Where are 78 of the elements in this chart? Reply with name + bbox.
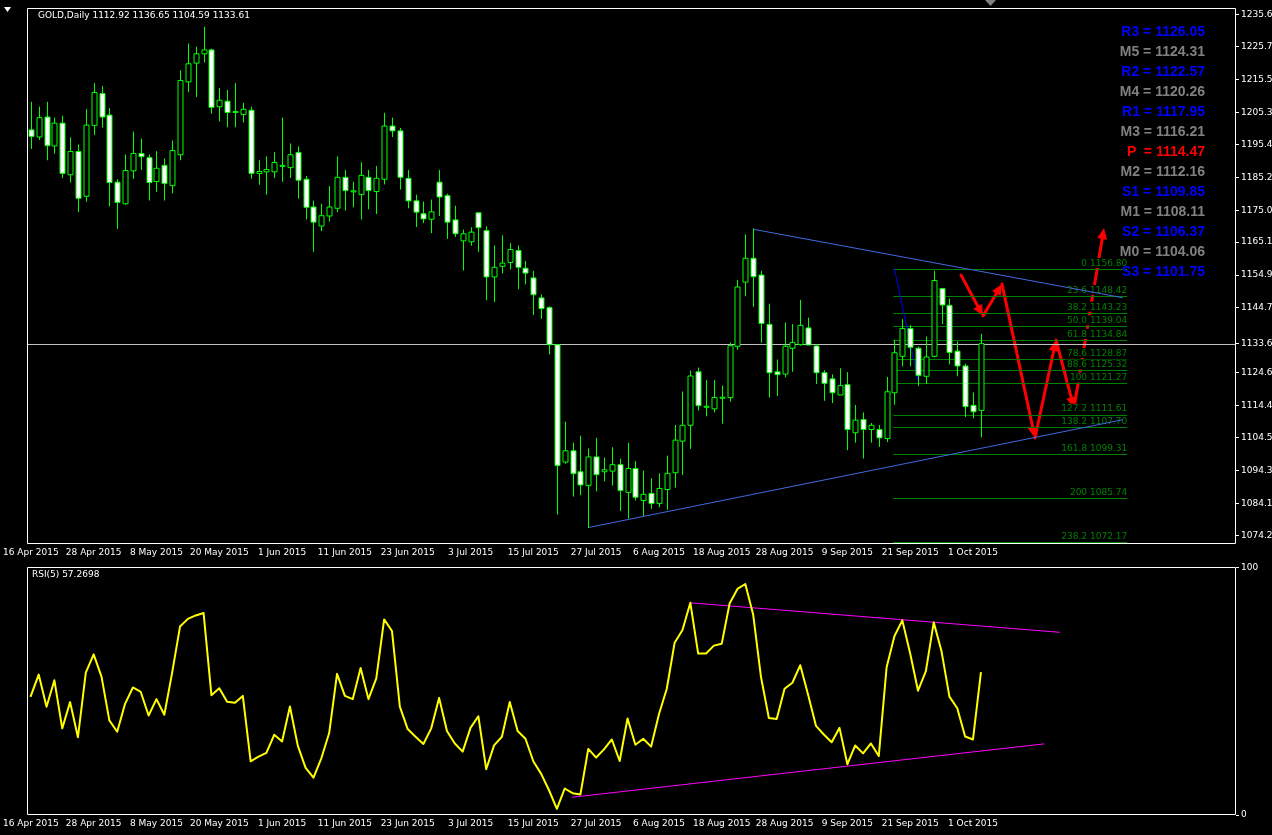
y-tick-label: 1165.1 bbox=[1241, 236, 1272, 247]
ref-line-label: 127.2 1111.61 bbox=[1061, 403, 1128, 414]
y-tick-label: 1185.2 bbox=[1241, 171, 1272, 182]
x-tick-label: 15 Jul 2015 bbox=[507, 817, 559, 828]
x-tick-label: 28 Apr 2015 bbox=[65, 817, 122, 828]
y-tick-label: 1104.5 bbox=[1241, 431, 1272, 442]
x-tick-label: 20 May 2015 bbox=[189, 546, 249, 557]
x-tick-label: 1 Oct 2015 bbox=[948, 817, 998, 828]
x-tick-label: 9 Sep 2015 bbox=[821, 546, 874, 557]
x-tick-label: 23 Jun 2015 bbox=[380, 817, 435, 828]
x-tick-label: 23 Jun 2015 bbox=[380, 546, 435, 557]
chart-title: RSI(5) 57.2698 bbox=[31, 569, 100, 580]
y-tick-label: 1235.6 bbox=[1241, 9, 1272, 20]
y-tick-label: 1074.2 bbox=[1241, 529, 1272, 540]
x-tick-label: 27 Jul 2015 bbox=[570, 546, 622, 557]
chart-title: GOLD,Daily 1112.92 1136.65 1104.59 1133.61 bbox=[37, 9, 250, 20]
y-tick-label: 1124.6 bbox=[1241, 367, 1272, 378]
y-tick-label: 1195.4 bbox=[1241, 138, 1272, 149]
x-tick-label: 16 Apr 2015 bbox=[3, 546, 59, 557]
x-tick-label: 28 Apr 2015 bbox=[65, 546, 122, 557]
x-tick-label: 18 Aug 2015 bbox=[692, 817, 751, 828]
x-tick-label: 15 Jul 2015 bbox=[507, 546, 559, 557]
ref-line-label: 100 1121.27 bbox=[1069, 372, 1128, 383]
ref-line-label: 78.6 1128.87 bbox=[1067, 347, 1128, 358]
candlestick bbox=[522, 260, 529, 285]
x-tick-label: 20 May 2015 bbox=[189, 817, 249, 828]
x-tick-label: 9 Sep 2015 bbox=[821, 817, 874, 828]
ref-line-label: 161.8 1099.31 bbox=[1061, 443, 1128, 454]
x-tick-label: 27 Jul 2015 bbox=[570, 817, 622, 828]
x-tick-label: 11 Jun 2015 bbox=[317, 817, 372, 828]
x-tick-label: 18 Aug 2015 bbox=[692, 546, 751, 557]
x-tick-label: 1 Jun 2015 bbox=[257, 817, 307, 828]
ref-line-label: 50.0 1139.04 bbox=[1067, 315, 1128, 326]
y-tick-label: 1215.5 bbox=[1241, 73, 1272, 84]
annotation: R3 = 1126.05 bbox=[1121, 22, 1206, 39]
annotation: P = 1114.47 bbox=[1127, 142, 1206, 159]
x-tick-label: 21 Sep 2015 bbox=[881, 817, 939, 828]
annotation: M0 = 1104.06 bbox=[1119, 242, 1206, 259]
x-tick-label: 3 Jul 2015 bbox=[447, 817, 494, 828]
x-tick-label: 11 Jun 2015 bbox=[317, 546, 372, 557]
y-tick-label: 100 bbox=[1241, 561, 1259, 572]
annotation: M1 = 1108.11 bbox=[1120, 202, 1206, 219]
ref-line-label: 88.6 1125.32 bbox=[1067, 359, 1128, 370]
x-tick-label: 6 Aug 2015 bbox=[632, 817, 685, 828]
ref-line-label: 38.2 1143.23 bbox=[1067, 301, 1128, 312]
y-tick-label: 1205.3 bbox=[1241, 106, 1272, 117]
y-tick-label: 0 bbox=[1241, 809, 1247, 820]
annotation: M5 = 1124.31 bbox=[1119, 42, 1206, 59]
y-tick-label: 1133.6 bbox=[1241, 338, 1272, 349]
ref-line-label: 61.8 1134.84 bbox=[1067, 328, 1128, 339]
x-tick-label: 8 May 2015 bbox=[129, 546, 183, 557]
x-tick-label: 21 Sep 2015 bbox=[881, 546, 939, 557]
candlestick bbox=[475, 211, 482, 253]
x-tick-label: 1 Jun 2015 bbox=[257, 546, 307, 557]
annotation: M3 = 1116.21 bbox=[1120, 122, 1206, 139]
x-tick-label: 28 Aug 2015 bbox=[755, 817, 814, 828]
y-tick-label: 1114.4 bbox=[1241, 399, 1272, 410]
annotation: M4 = 1120.26 bbox=[1119, 82, 1206, 99]
annotation: R1 = 1117.95 bbox=[1122, 102, 1206, 119]
x-tick-label: 8 May 2015 bbox=[129, 817, 183, 828]
y-tick-label: 1225.7 bbox=[1241, 41, 1272, 52]
x-tick-label: 16 Apr 2015 bbox=[3, 817, 59, 828]
x-tick-label: 6 Aug 2015 bbox=[632, 546, 685, 557]
x-tick-label: 3 Jul 2015 bbox=[447, 546, 494, 557]
annotation: M2 = 1112.16 bbox=[1120, 162, 1206, 179]
ref-line-label: 200 1085.74 bbox=[1069, 486, 1128, 497]
y-tick-label: 1094.3 bbox=[1241, 464, 1272, 475]
annotation: S2 = 1106.37 bbox=[1122, 222, 1206, 239]
annotation: R2 = 1122.57 bbox=[1121, 62, 1206, 79]
y-tick-label: 1154.9 bbox=[1241, 269, 1272, 280]
y-tick-label: 1084.1 bbox=[1241, 497, 1272, 508]
candlestick bbox=[530, 270, 537, 316]
ref-line-label: 238.2 1072.17 bbox=[1061, 530, 1128, 541]
x-tick-label: 1 Oct 2015 bbox=[948, 546, 998, 557]
x-tick-label: 28 Aug 2015 bbox=[755, 546, 814, 557]
y-tick-label: 1175.0 bbox=[1241, 204, 1272, 215]
annotation: S1 = 1109.85 bbox=[1122, 182, 1206, 199]
y-tick-label: 1144.7 bbox=[1241, 302, 1272, 313]
